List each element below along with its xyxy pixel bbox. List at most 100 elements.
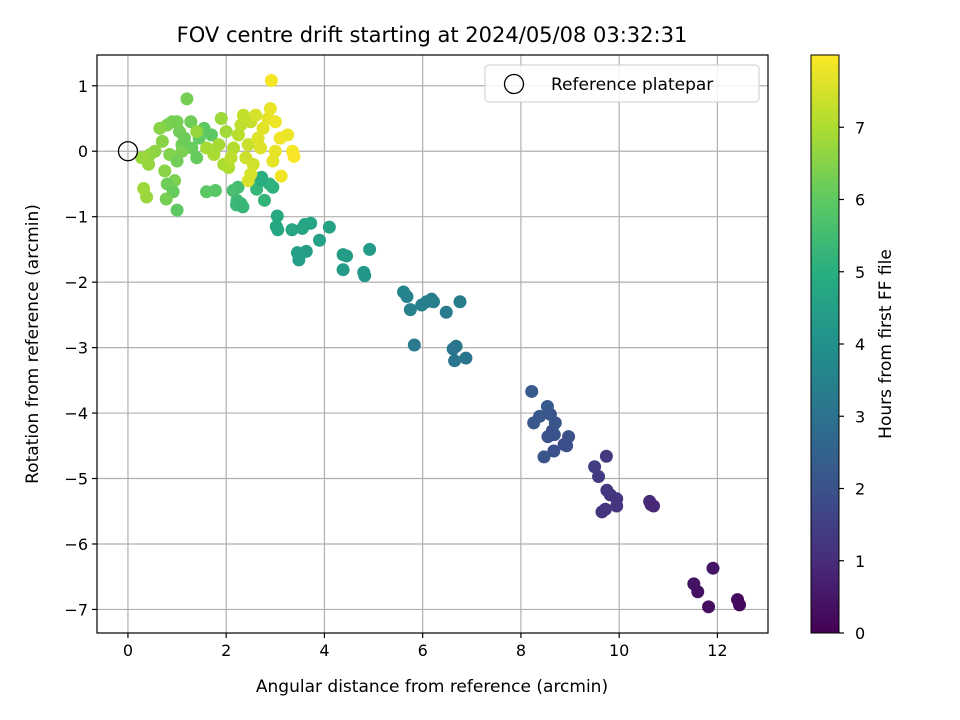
reference-marker (117, 141, 139, 162)
colorbar-ticks: 0 1 2 3 4 5 6 7 (839, 118, 865, 643)
data-point (185, 141, 199, 155)
legend-label: Reference platepar (551, 75, 713, 95)
data-point (560, 439, 574, 453)
data-point (537, 450, 551, 464)
data-point (702, 600, 716, 614)
colorbar: 0 1 2 3 4 5 6 7 Hours from first FF file (810, 54, 896, 643)
data-point (159, 192, 173, 206)
x-tick-label: 4 (319, 641, 329, 660)
data-point (224, 151, 238, 165)
data-point (246, 157, 260, 171)
data-point (184, 115, 198, 129)
colorbar-tick-label: 3 (855, 407, 865, 426)
data-point (268, 144, 282, 158)
colorbar-gradient (810, 54, 840, 634)
data-point (271, 223, 285, 237)
data-point (285, 223, 299, 237)
data-point (263, 102, 277, 116)
data-point (208, 183, 222, 197)
data-point (251, 131, 265, 145)
data-point (255, 170, 269, 184)
data-point (264, 74, 278, 88)
data-point (733, 598, 747, 612)
data-point (525, 384, 539, 398)
data-point (595, 505, 609, 519)
y-tick-label: −2 (64, 273, 88, 292)
y-tick-label: −4 (64, 404, 88, 423)
legend-box (484, 64, 760, 103)
data-point (599, 449, 613, 463)
x-axis-ticks: 0 2 4 6 8 10 12 (123, 633, 728, 660)
data-point (241, 138, 255, 152)
data-point (453, 295, 467, 309)
data-point (448, 354, 462, 368)
data-point (588, 460, 602, 474)
data-point (426, 295, 440, 309)
data-point (295, 221, 309, 235)
data-point (140, 190, 154, 204)
grid-lines (97, 55, 768, 633)
y-tick-label: 0 (78, 142, 88, 161)
data-point (170, 154, 184, 168)
data-point (340, 249, 354, 263)
data-point (200, 141, 214, 155)
colorbar-tick-label: 7 (855, 118, 865, 137)
legend: Reference platepar (484, 64, 760, 103)
data-point (236, 200, 250, 214)
y-tick-label: 1 (78, 77, 88, 96)
colorbar-tick-label: 5 (855, 263, 865, 282)
data-point (170, 115, 184, 129)
chart-title: FOV centre drift starting at 2024/05/08 … (177, 23, 688, 47)
data-point (234, 118, 248, 132)
x-tick-label: 2 (221, 641, 231, 660)
data-point (644, 498, 658, 512)
data-point (219, 125, 233, 139)
y-axis-ticks: 1 0 −1 −2 −3 −4 −5 −6 −7 (64, 77, 97, 619)
data-point (266, 180, 280, 194)
data-point (400, 290, 414, 304)
data-point (299, 244, 313, 258)
x-tick-label: 10 (609, 641, 629, 660)
x-tick-label: 6 (418, 641, 428, 660)
data-point (547, 428, 561, 442)
data-point (358, 269, 372, 283)
data-point (170, 203, 184, 217)
x-axis-label: Angular distance from reference (arcmin) (256, 677, 608, 697)
data-point (177, 131, 191, 145)
y-tick-label: −5 (64, 470, 88, 489)
data-point (446, 342, 460, 356)
data-point (281, 128, 295, 142)
data-point (204, 128, 218, 142)
data-point (610, 499, 624, 513)
data-point (222, 161, 236, 175)
data-point (270, 209, 284, 223)
data-point (592, 470, 606, 484)
legend-marker-icon (503, 73, 525, 95)
y-tick-label: −1 (64, 208, 88, 227)
data-point (547, 444, 561, 458)
y-tick-label: −6 (64, 535, 88, 554)
reference-platepar-marker (117, 141, 139, 162)
data-point (135, 151, 149, 165)
x-tick-label: 0 (123, 641, 133, 660)
data-point (268, 115, 282, 129)
data-point (287, 149, 301, 163)
data-point (241, 174, 255, 188)
data-point (190, 125, 204, 139)
data-point (439, 305, 453, 319)
data-point (212, 138, 226, 152)
plot-area-frame (96, 54, 769, 634)
data-point (403, 303, 417, 317)
data-point (706, 561, 720, 575)
y-tick-label: −3 (64, 339, 88, 358)
data-point (459, 351, 473, 365)
data-point (258, 193, 272, 207)
data-point (266, 154, 280, 168)
data-point (227, 141, 241, 155)
x-tick-label: 12 (707, 641, 727, 660)
data-point (313, 233, 327, 247)
y-tick-label: −7 (64, 600, 88, 619)
data-point (226, 183, 240, 197)
data-point (158, 164, 172, 178)
